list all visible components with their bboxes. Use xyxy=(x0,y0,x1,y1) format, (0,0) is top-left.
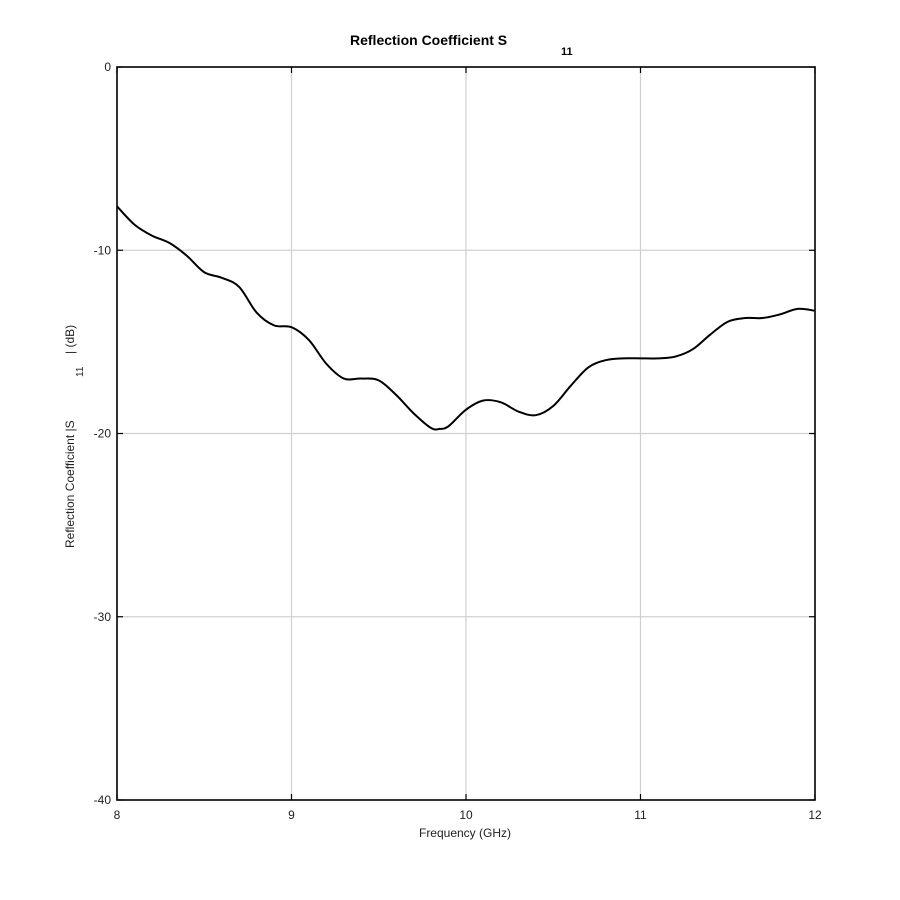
x-tick-label: 8 xyxy=(114,808,121,822)
y-tick-label: -40 xyxy=(94,793,112,807)
y-tick-labels: 0 -10 -20 -30 -40 xyxy=(94,60,112,807)
x-tick-label: 11 xyxy=(634,808,647,822)
x-tick-label: 9 xyxy=(288,808,295,822)
y-axis-label: Reflection Coefficient |S 11 | (dB) xyxy=(63,325,86,548)
chart-title: Reflection Coefficient S xyxy=(350,32,507,48)
x-axis-label: Frequency (GHz) xyxy=(419,826,511,840)
chart-title-subscript: 11 xyxy=(561,46,573,58)
y-tick-label: -30 xyxy=(94,610,112,624)
x-tick-label: 12 xyxy=(808,808,822,822)
y-axis-label-prefix: Reflection Coefficient |S xyxy=(63,420,77,548)
x-tick-label: 10 xyxy=(459,808,473,822)
y-axis-label-subscript: 11 xyxy=(75,366,86,377)
x-tick-labels: 8 9 10 11 12 xyxy=(114,808,822,822)
tick-marks xyxy=(116,66,816,801)
y-tick-label: -20 xyxy=(94,427,112,441)
y-tick-label: 0 xyxy=(104,60,111,74)
grid xyxy=(117,67,815,800)
y-tick-label: -10 xyxy=(94,243,112,257)
y-axis-label-suffix: | (dB) xyxy=(63,325,77,354)
series-line-s11 xyxy=(116,205,816,431)
